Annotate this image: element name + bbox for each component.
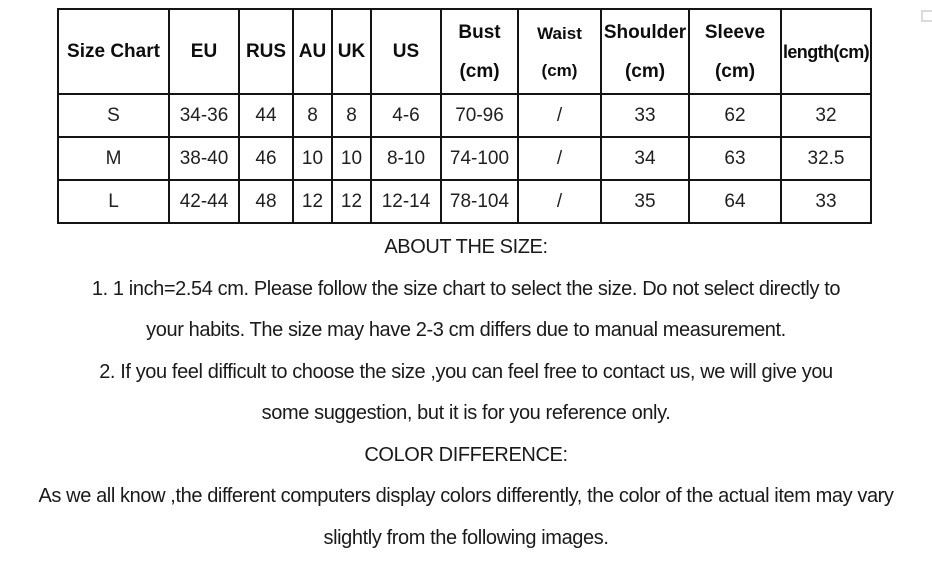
table-row-l: L 42-44 48 12 12 12-14 78-104 / 35 64 33 bbox=[57, 179, 872, 224]
corner-artifact bbox=[921, 10, 932, 22]
table-cell: 12 bbox=[292, 179, 333, 224]
size-chart-table: Size Chart EU RUS AU UK US Bust (cm) Wais… bbox=[57, 8, 872, 224]
table-cell: 12 bbox=[331, 179, 372, 224]
table-cell: 8 bbox=[292, 93, 333, 138]
column-header-us: US bbox=[370, 8, 442, 95]
table-cell: / bbox=[517, 93, 602, 138]
column-header-waist: Waist (cm) bbox=[517, 8, 602, 95]
table-cell: 32 bbox=[780, 93, 872, 138]
table-cell: 10 bbox=[292, 136, 333, 181]
column-header-length: length(cm) bbox=[780, 8, 872, 95]
notes-section: ABOUT THE SIZE: 1. 1 inch=2.54 cm. Pleas… bbox=[0, 227, 932, 559]
color-difference-line-1: As we all know ,the different computers … bbox=[38, 485, 894, 507]
column-header-shoulder: Shoulder (cm) bbox=[600, 8, 690, 95]
color-difference-heading: COLOR DIFFERENCE: bbox=[364, 443, 568, 466]
column-header-eu: EU bbox=[168, 8, 240, 95]
table-cell: / bbox=[517, 136, 602, 181]
table-cell: 46 bbox=[238, 136, 294, 181]
column-header-rus: RUS bbox=[238, 8, 294, 95]
table-cell: 33 bbox=[600, 93, 690, 138]
about-size-line-3: 2. If you feel difficult to choose the s… bbox=[99, 360, 833, 383]
table-cell: 44 bbox=[238, 93, 294, 138]
color-difference-line-2: slightly from the following images. bbox=[323, 526, 609, 549]
table-cell: 10 bbox=[331, 136, 372, 181]
column-header-au: AU bbox=[292, 8, 333, 95]
table-cell: 42-44 bbox=[168, 179, 240, 224]
table-cell: 38-40 bbox=[168, 136, 240, 181]
table-cell: 70-96 bbox=[440, 93, 519, 138]
table-cell: S bbox=[57, 93, 170, 138]
table-cell: 4-6 bbox=[370, 93, 442, 138]
table-cell: 12-14 bbox=[370, 179, 442, 224]
table-cell: 35 bbox=[600, 179, 690, 224]
about-size-line-4: some suggestion, but it is for you refer… bbox=[261, 402, 671, 424]
table-cell: M bbox=[57, 136, 170, 181]
table-cell: 34-36 bbox=[168, 93, 240, 138]
about-size-heading: ABOUT THE SIZE: bbox=[384, 236, 548, 258]
table-cell: 62 bbox=[688, 93, 782, 138]
column-header-sleeve: Sleeve (cm) bbox=[688, 8, 782, 95]
about-size-line-2: your habits. The size may have 2-3 cm di… bbox=[146, 319, 786, 341]
table-cell: 34 bbox=[600, 136, 690, 181]
table-cell: 33 bbox=[780, 179, 872, 224]
table-row-m: M 38-40 46 10 10 8-10 74-100 / 34 63 32.… bbox=[57, 136, 872, 181]
column-header-bust: Bust (cm) bbox=[440, 8, 519, 95]
table-row-s: S 34-36 44 8 8 4-6 70-96 / 33 62 32 bbox=[57, 93, 872, 138]
table-cell: 74-100 bbox=[440, 136, 519, 181]
table-cell: 32.5 bbox=[780, 136, 872, 181]
about-size-line-1: 1. 1 inch=2.54 cm. Please follow the siz… bbox=[91, 277, 841, 300]
column-header-size-chart: Size Chart bbox=[57, 8, 170, 95]
table-cell: L bbox=[57, 179, 170, 224]
table-cell: 8-10 bbox=[370, 136, 442, 181]
table-cell: 8 bbox=[331, 93, 372, 138]
table-cell: 63 bbox=[688, 136, 782, 181]
table-cell: 78-104 bbox=[440, 179, 519, 224]
table-cell: / bbox=[517, 179, 602, 224]
header-row: Size Chart EU RUS AU UK US Bust (cm) Wais… bbox=[57, 8, 872, 95]
column-header-uk: UK bbox=[331, 8, 372, 95]
table-cell: 48 bbox=[238, 179, 294, 224]
table-cell: 64 bbox=[688, 179, 782, 224]
